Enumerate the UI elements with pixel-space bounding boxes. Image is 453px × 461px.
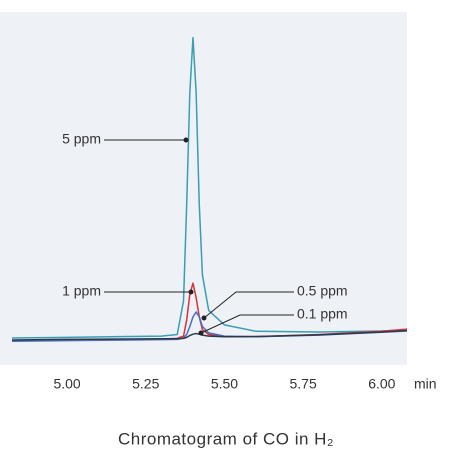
leader-dot [198,330,204,336]
leader-dot [201,315,207,321]
series-label: 0.1 ppm [297,306,348,322]
x-axis-label: min [414,376,437,392]
annotations: 5 ppm 1 ppm 0.5 ppm 0.1 ppm [62,131,348,336]
chart-title: Chromatogram of CO in H₂ [118,429,334,448]
x-tick-label: 5.25 [132,376,159,392]
series-label: 1 ppm [62,283,101,299]
series-line [11,329,408,341]
series-label: 5 ppm [62,131,101,147]
series-group [11,36,408,342]
plot-background [0,12,407,365]
leader-dot [188,289,194,295]
leader-line [200,314,294,334]
series-line [11,36,408,339]
leader-dot [183,137,189,143]
x-tick-label: 6.00 [368,376,395,392]
series-label: 0.5 ppm [297,283,348,299]
x-tick-label: 5.00 [53,376,80,392]
leader-line [203,291,294,319]
x-tick-label: 5.75 [290,376,317,392]
x-tick-label: 5.50 [211,376,238,392]
